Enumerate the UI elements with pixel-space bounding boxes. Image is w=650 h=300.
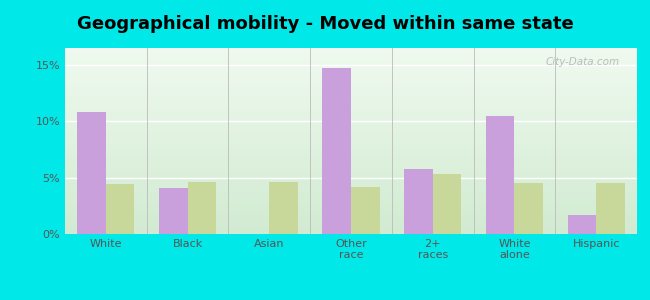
Bar [486, 116, 514, 234]
Bar [433, 174, 462, 234]
Bar [106, 184, 135, 234]
Text: City-Data.com: City-Data.com [546, 57, 620, 67]
Bar [188, 182, 216, 234]
Bar [269, 182, 298, 234]
Bar [322, 68, 351, 234]
Bar [596, 183, 625, 234]
Bar [404, 169, 433, 234]
Bar [351, 187, 380, 234]
Bar [159, 188, 188, 234]
Bar [77, 112, 106, 234]
Bar [514, 183, 543, 234]
Text: Geographical mobility - Moved within same state: Geographical mobility - Moved within sam… [77, 15, 573, 33]
Bar [567, 215, 596, 234]
